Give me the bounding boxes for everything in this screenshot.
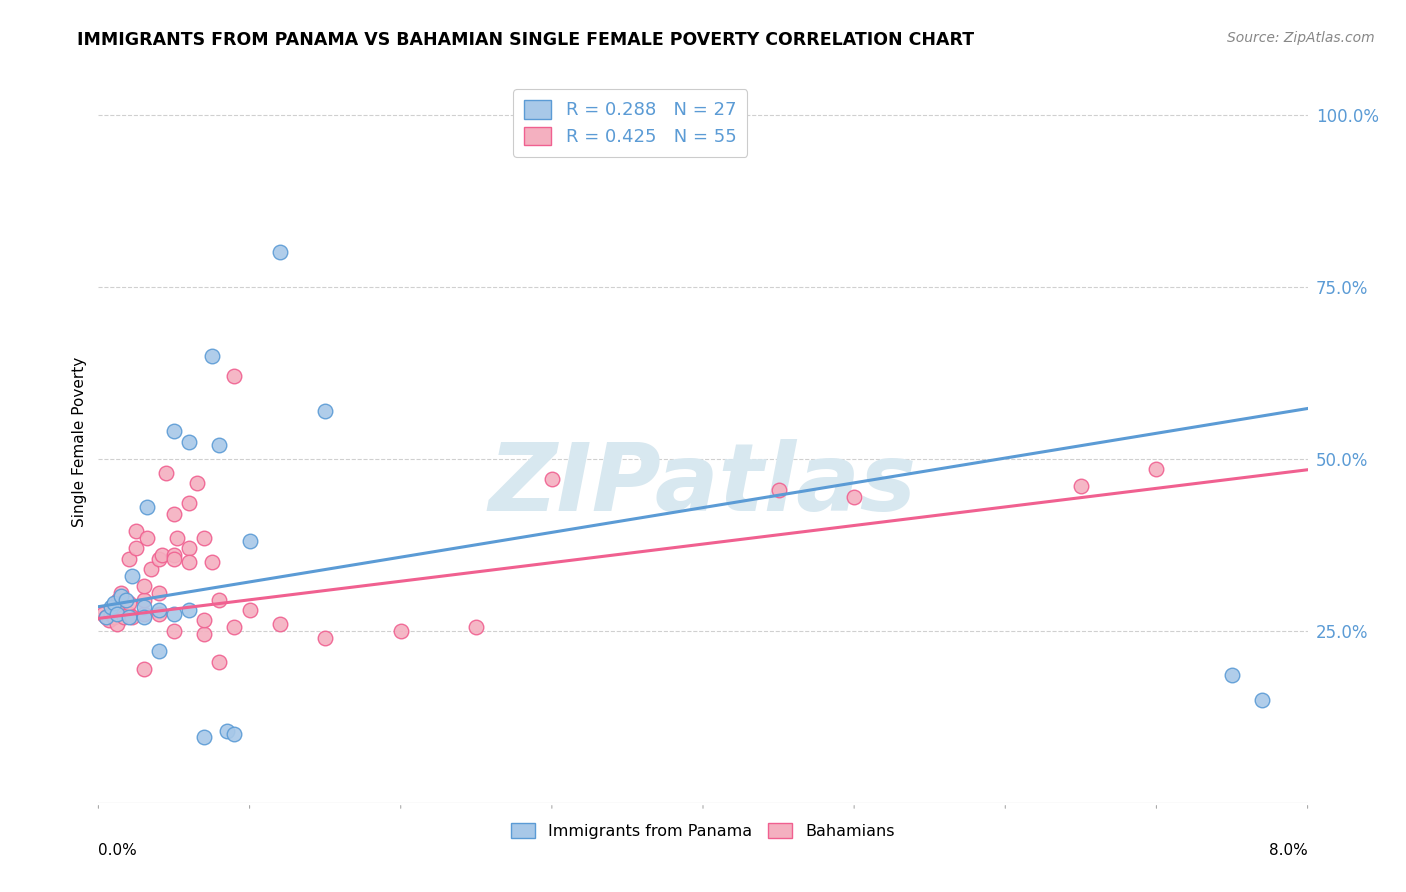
Point: [163, 424, 186, 438]
Point: [103, 599, 125, 614]
Point: [208, 592, 231, 607]
Point: [269, 616, 291, 631]
Point: [148, 586, 170, 600]
Point: [193, 531, 215, 545]
Point: [132, 592, 155, 607]
Text: 0.0%: 0.0%: [98, 843, 138, 857]
Point: [224, 727, 246, 741]
Point: [114, 592, 136, 607]
Point: [166, 531, 188, 545]
Point: [1146, 462, 1168, 476]
Point: [94, 610, 117, 624]
Y-axis label: Single Female Poverty: Single Female Poverty: [72, 357, 87, 526]
Point: [208, 438, 231, 452]
Point: [118, 607, 141, 621]
Point: [94, 610, 117, 624]
Point: [179, 555, 201, 569]
Point: [100, 599, 122, 614]
Point: [141, 562, 163, 576]
Point: [155, 466, 177, 480]
Point: [163, 507, 186, 521]
Text: IMMIGRANTS FROM PANAMA VS BAHAMIAN SINGLE FEMALE POVERTY CORRELATION CHART: IMMIGRANTS FROM PANAMA VS BAHAMIAN SINGL…: [77, 31, 974, 49]
Point: [110, 590, 132, 604]
Point: [107, 592, 129, 607]
Point: [91, 607, 114, 621]
Text: Source: ZipAtlas.com: Source: ZipAtlas.com: [1227, 31, 1375, 45]
Point: [1070, 479, 1092, 493]
Point: [540, 472, 562, 486]
Point: [103, 610, 125, 624]
Point: [163, 624, 186, 638]
Point: [186, 475, 208, 490]
Point: [132, 610, 155, 624]
Point: [314, 631, 336, 645]
Point: [215, 723, 238, 738]
Point: [121, 568, 143, 582]
Point: [121, 610, 143, 624]
Point: [768, 483, 790, 497]
Point: [110, 599, 132, 614]
Point: [389, 624, 412, 638]
Point: [125, 524, 148, 538]
Point: [148, 551, 170, 566]
Point: [132, 607, 155, 621]
Point: [193, 731, 215, 745]
Point: [208, 655, 231, 669]
Point: [1251, 692, 1274, 706]
Point: [150, 548, 173, 562]
Point: [163, 548, 186, 562]
Point: [135, 500, 157, 514]
Point: [98, 614, 121, 628]
Point: [224, 620, 246, 634]
Text: ZIPatlas: ZIPatlas: [489, 439, 917, 531]
Point: [193, 627, 215, 641]
Point: [148, 607, 170, 621]
Point: [148, 603, 170, 617]
Point: [179, 434, 201, 449]
Point: [132, 579, 155, 593]
Point: [239, 603, 262, 617]
Point: [118, 610, 141, 624]
Point: [201, 349, 224, 363]
Point: [201, 555, 224, 569]
Point: [1220, 668, 1243, 682]
Point: [465, 620, 488, 634]
Point: [110, 586, 132, 600]
Point: [118, 551, 141, 566]
Point: [148, 644, 170, 658]
Point: [105, 607, 128, 621]
Point: [163, 551, 186, 566]
Point: [112, 610, 135, 624]
Legend: Immigrants from Panama, Bahamians: Immigrants from Panama, Bahamians: [505, 816, 901, 846]
Point: [224, 369, 246, 384]
Point: [179, 541, 201, 556]
Point: [193, 614, 215, 628]
Point: [132, 662, 155, 676]
Point: [269, 245, 291, 260]
Point: [163, 607, 186, 621]
Point: [844, 490, 866, 504]
Point: [105, 616, 128, 631]
Point: [125, 541, 148, 556]
Point: [135, 531, 157, 545]
Point: [100, 607, 122, 621]
Point: [179, 496, 201, 510]
Point: [179, 603, 201, 617]
Point: [132, 599, 155, 614]
Point: [118, 596, 141, 610]
Point: [103, 596, 125, 610]
Text: 8.0%: 8.0%: [1268, 843, 1308, 857]
Point: [239, 534, 262, 549]
Point: [314, 403, 336, 417]
